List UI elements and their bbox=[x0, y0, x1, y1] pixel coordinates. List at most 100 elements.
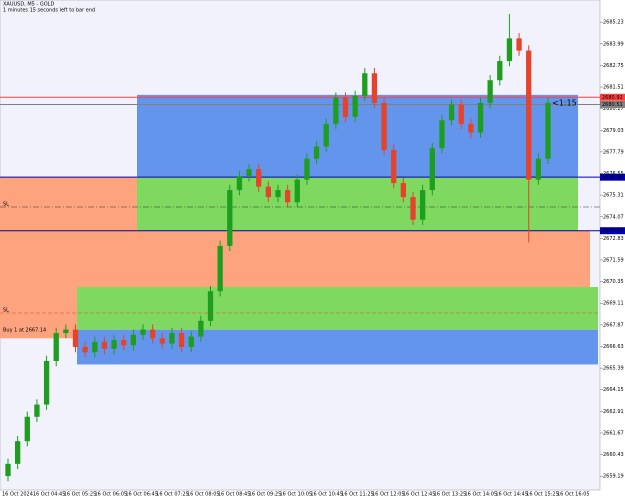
x-tick-label: 16 Oct 08:45 bbox=[218, 492, 251, 498]
candle-body bbox=[5, 463, 11, 477]
x-tick-label: 16 Oct 07:25 bbox=[156, 492, 189, 498]
y-tick-label: 2683.99 bbox=[603, 41, 624, 47]
y-tick-label: 2674.07 bbox=[603, 214, 624, 220]
level-box bbox=[600, 173, 625, 181]
x-tick-label: 16 Oct 10:05 bbox=[280, 492, 313, 498]
annotation: Buy 1 at 2667.14 bbox=[3, 328, 46, 334]
candle-body bbox=[53, 333, 59, 361]
candle-body bbox=[284, 190, 291, 203]
candle-body bbox=[130, 334, 137, 346]
level-box bbox=[600, 93, 625, 101]
x-tick-label: 16 Oct 13:25 bbox=[434, 492, 467, 498]
candle-body bbox=[159, 338, 165, 344]
y-tick-label: 2670.35 bbox=[603, 279, 624, 285]
candle-body bbox=[294, 179, 300, 203]
candle-body bbox=[323, 123, 329, 147]
zone bbox=[77, 287, 598, 330]
y-tick-label: 2679.03 bbox=[603, 128, 624, 134]
x-tick-label: 16 Oct 14:45 bbox=[495, 492, 528, 498]
candle-body bbox=[178, 333, 185, 348]
candle-body bbox=[236, 176, 243, 191]
x-tick-label: 16 Oct 06:05 bbox=[95, 492, 128, 498]
y-tick-label: 2665.39 bbox=[603, 366, 624, 372]
y-tick-label: 2682.75 bbox=[603, 63, 624, 69]
y-tick-label: 2675.31 bbox=[603, 193, 624, 199]
candle-body bbox=[149, 329, 156, 339]
candle-body bbox=[362, 73, 368, 96]
candle-body bbox=[545, 102, 551, 159]
candle-body bbox=[487, 80, 493, 103]
candle-body bbox=[14, 441, 21, 464]
y-tick-label: 2661.67 bbox=[603, 430, 624, 436]
level-box bbox=[600, 100, 625, 108]
candle-body bbox=[535, 158, 542, 180]
x-tick-label: 16 Oct 2024 bbox=[2, 492, 33, 498]
y-tick-label: 2660.43 bbox=[603, 452, 624, 458]
y-tick-label: 2659.19 bbox=[603, 474, 624, 480]
x-tick-label: 16 Oct 15:25 bbox=[526, 492, 559, 498]
candle-body bbox=[101, 341, 108, 349]
level-label: 2673.27 bbox=[602, 228, 623, 234]
candle-body bbox=[275, 190, 281, 198]
candle-body bbox=[400, 183, 407, 198]
candle-body bbox=[391, 149, 397, 184]
y-tick-label: 2667.87 bbox=[603, 322, 624, 328]
candle-body bbox=[468, 123, 474, 133]
y-tick-label: 2681.51 bbox=[603, 85, 624, 91]
candle-body bbox=[526, 50, 532, 180]
chart-title: XAUUSD, M5 - GOLD bbox=[3, 2, 54, 8]
candle-body bbox=[188, 336, 194, 348]
candle-body bbox=[448, 104, 455, 121]
x-tick-label: 16 Oct 11:25 bbox=[341, 492, 374, 498]
candle-body bbox=[371, 73, 378, 103]
x-tick-label: 16 Oct 09:25 bbox=[249, 492, 282, 498]
candle-body bbox=[227, 190, 233, 246]
x-tick-label: 16 Oct 14:05 bbox=[465, 492, 498, 498]
candle-body bbox=[381, 102, 387, 150]
candle-body bbox=[342, 97, 349, 117]
y-tick-label: 2664.15 bbox=[603, 387, 624, 393]
candle-body bbox=[439, 120, 445, 149]
y-tick-label: 2672.83 bbox=[603, 236, 624, 242]
level-label: 2680.92 bbox=[602, 95, 623, 101]
candle-body bbox=[333, 97, 339, 124]
candle-body bbox=[410, 197, 416, 220]
zone bbox=[137, 177, 578, 231]
x-tick-label: 16 Oct 16:05 bbox=[557, 492, 590, 498]
candle-body bbox=[140, 329, 146, 335]
candle-body bbox=[429, 148, 435, 191]
candle-body bbox=[516, 38, 522, 51]
y-tick-label: 2666.63 bbox=[603, 344, 624, 350]
candle-body bbox=[24, 416, 30, 442]
level-box bbox=[600, 227, 625, 235]
candle-body bbox=[419, 190, 426, 220]
x-tick-label: 16 Oct 12:45 bbox=[403, 492, 436, 498]
candle-body bbox=[313, 146, 320, 159]
candle-body bbox=[82, 347, 88, 353]
candle-body bbox=[169, 333, 175, 344]
candle-body bbox=[304, 158, 310, 180]
candle-body bbox=[63, 329, 69, 334]
x-tick-label: 16 Oct 06:45 bbox=[125, 492, 158, 498]
candle-body bbox=[352, 95, 358, 117]
annotation: SL bbox=[3, 308, 9, 314]
y-tick-label: 2677.79 bbox=[603, 149, 624, 155]
chart-subtitle: 1 minutes 15 seconds left to bar end bbox=[3, 8, 95, 14]
zone bbox=[0, 230, 590, 288]
candle-body bbox=[217, 245, 223, 292]
x-tick-label: 16 Oct 05:25 bbox=[64, 492, 97, 498]
candle-body bbox=[497, 61, 503, 81]
candle-body bbox=[458, 104, 464, 124]
zone bbox=[77, 329, 598, 365]
candle-body bbox=[506, 38, 513, 62]
level-label: 2680.51 bbox=[602, 102, 623, 108]
y-tick-label: 2669.11 bbox=[603, 301, 624, 307]
candle-body bbox=[43, 360, 50, 405]
candle-body bbox=[198, 320, 204, 337]
level-label: 2676.34 bbox=[602, 175, 623, 181]
y-tick-label: 2671.59 bbox=[603, 257, 624, 263]
candle-body bbox=[207, 291, 214, 321]
y-tick-label: 2680.27 bbox=[603, 106, 624, 112]
x-tick-label: 16 Oct 04:45 bbox=[33, 492, 66, 498]
